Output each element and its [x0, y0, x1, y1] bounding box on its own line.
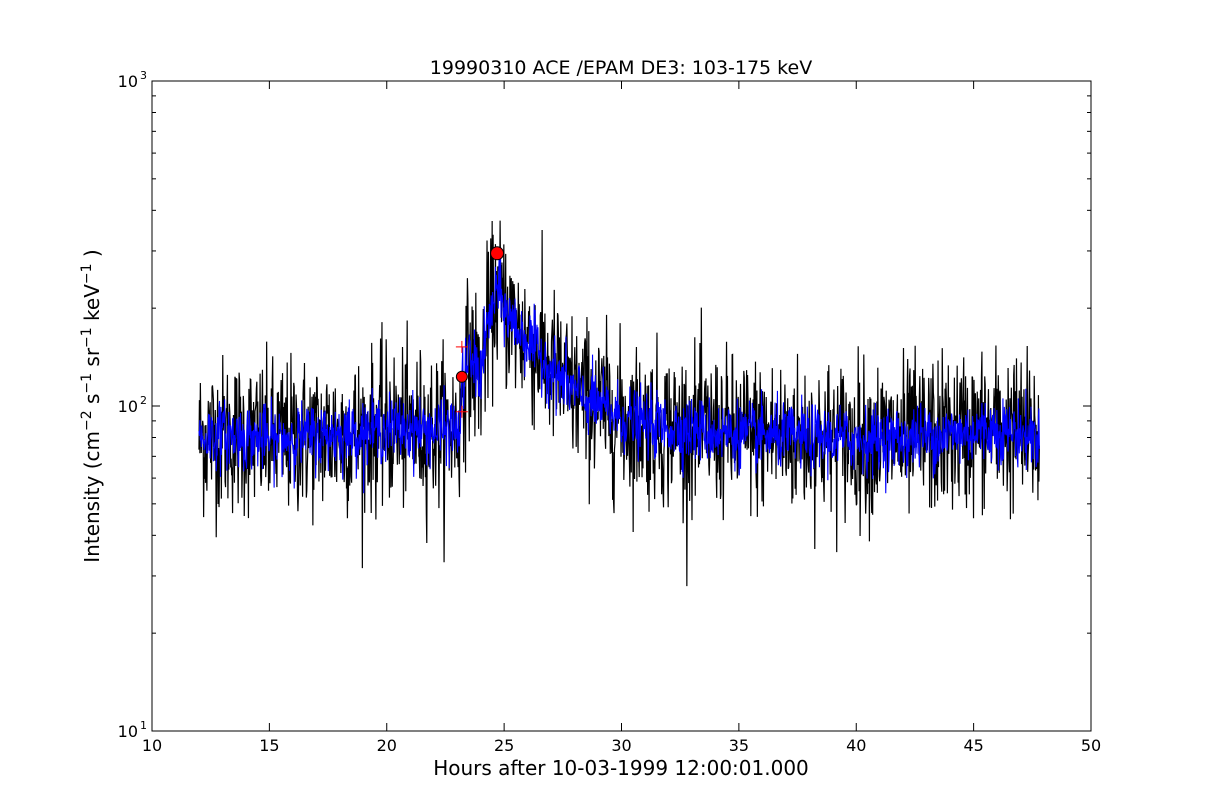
circle-marker [455, 370, 468, 383]
x-tick-label: 15 [259, 736, 279, 755]
y-tick-exponent: 1 [140, 719, 147, 732]
x-tick-label: 20 [377, 736, 397, 755]
y-tick-label: 10 [118, 722, 138, 741]
x-tick-label: 45 [963, 736, 983, 755]
ylabel-text: Intensity (cm [80, 431, 104, 563]
ylabel-superscript: −1 [79, 373, 95, 394]
ylabel-superscript: −1 [79, 327, 95, 348]
x-tick-label: 10 [142, 736, 162, 755]
marker-layer [455, 246, 505, 418]
plot-area [198, 220, 1040, 587]
x-tick-label: 25 [494, 736, 514, 755]
x-tick-label: 50 [1081, 736, 1101, 755]
ylabel-text: sr [80, 347, 104, 373]
x-tick-label: 40 [846, 736, 866, 755]
y-axis-label: Intensity (cm−2 s−1 sr−1 keV−1 ) [79, 249, 104, 562]
x-axis-ticks: 10 15 20 25 30 35 40 45 50 [142, 81, 1101, 755]
circle-marker [490, 246, 505, 261]
ylabel-text: keV [80, 284, 104, 328]
series-line-blue [198, 255, 1040, 494]
y-tick-exponent: 3 [140, 69, 147, 82]
ylabel-superscript: −2 [79, 410, 95, 431]
ylabel-text: s [80, 394, 104, 411]
x-tick-label: 35 [729, 736, 749, 755]
x-axis-label: Hours after 10-03-1999 12:00:01.000 [433, 756, 809, 780]
ylabel-text: ) [80, 249, 104, 263]
ylabel-superscript: −1 [79, 263, 95, 284]
series-layer [198, 220, 1040, 587]
x-tick-label: 30 [611, 736, 631, 755]
y-tick-label: 10 [118, 397, 138, 416]
y-tick-label: 10 [118, 72, 138, 91]
chart-title: 19990310 ACE /EPAM DE3: 103-175 keV [430, 57, 812, 79]
y-tick-exponent: 2 [140, 394, 147, 407]
